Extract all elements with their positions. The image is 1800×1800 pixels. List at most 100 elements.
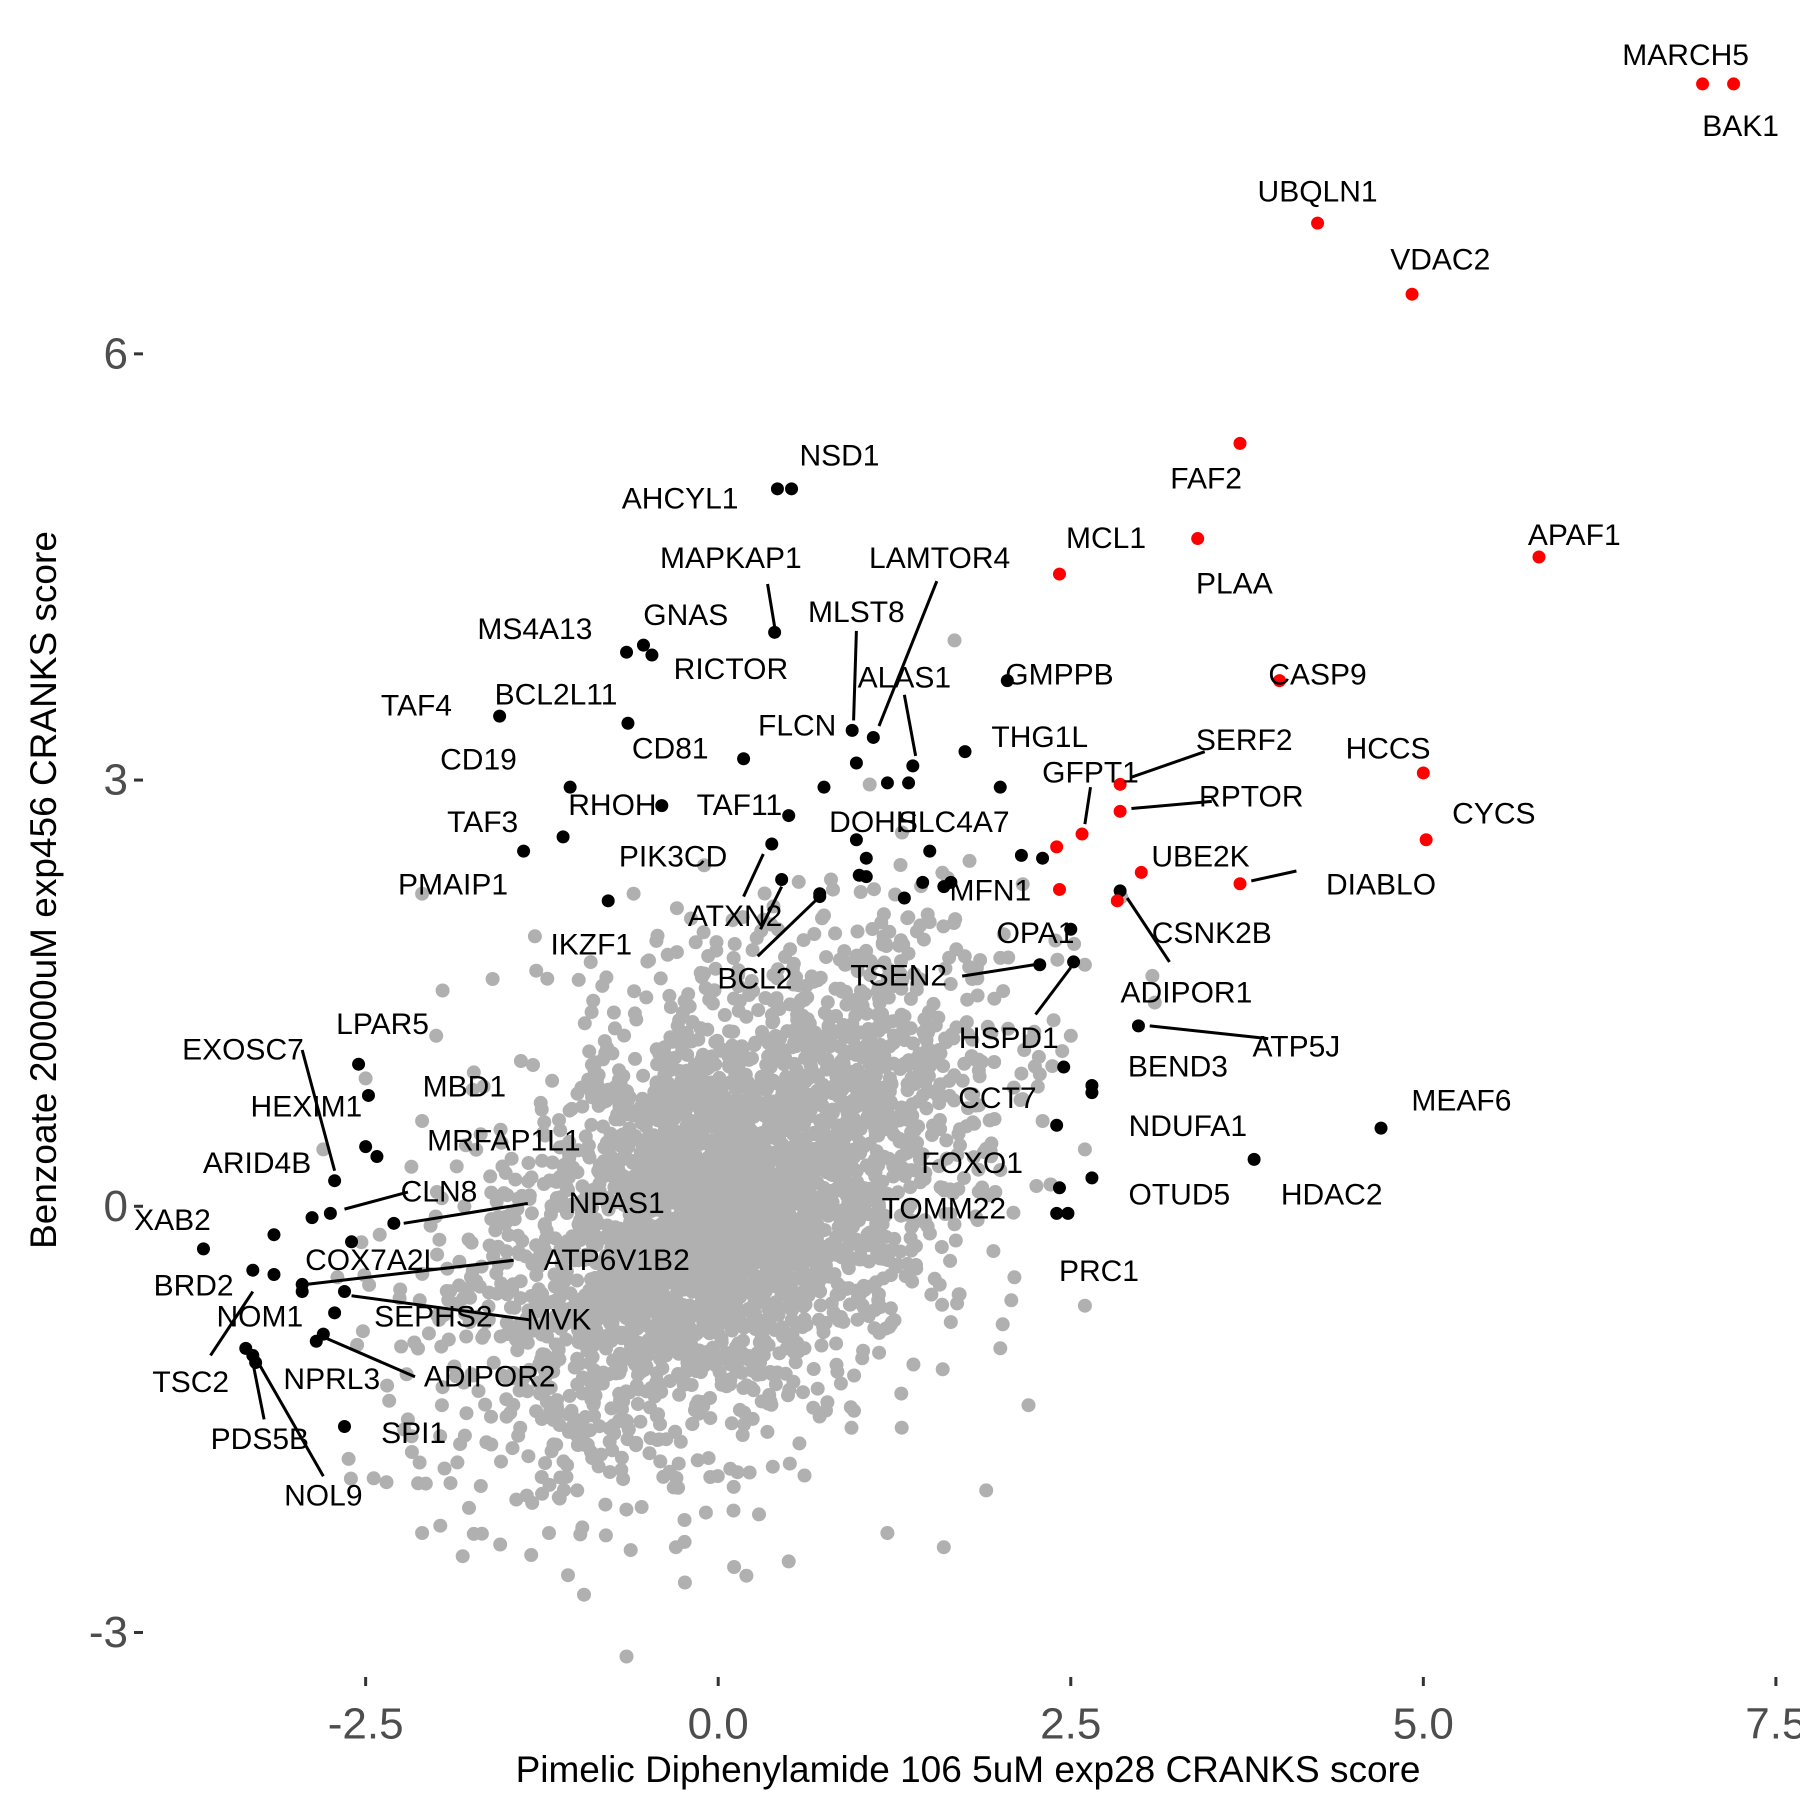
label-pds5b: PDS5B bbox=[211, 1423, 309, 1456]
background-point bbox=[829, 1336, 844, 1351]
background-point bbox=[797, 1312, 812, 1327]
background-point bbox=[972, 1069, 987, 1084]
background-point bbox=[1001, 1021, 1016, 1036]
black-point bbox=[1085, 1086, 1099, 1100]
background-point bbox=[763, 1365, 778, 1379]
background-point bbox=[443, 1476, 458, 1491]
background-point bbox=[936, 919, 951, 934]
label-spi1: SPI1 bbox=[381, 1417, 446, 1450]
background-point bbox=[706, 1279, 721, 1293]
background-point bbox=[670, 1265, 685, 1280]
background-point bbox=[984, 1025, 999, 1040]
background-point bbox=[518, 1331, 533, 1346]
background-point bbox=[575, 1520, 590, 1535]
background-point bbox=[882, 1071, 897, 1086]
background-point bbox=[898, 1269, 913, 1284]
leader-line-atp5j bbox=[1149, 1024, 1269, 1041]
background-point bbox=[691, 1032, 706, 1047]
background-point bbox=[473, 1479, 488, 1493]
background-point bbox=[895, 1208, 910, 1223]
point-dohh bbox=[849, 833, 863, 847]
x-axis-title: Pimelic Diphenylamide 106 5uM exp28 CRAN… bbox=[516, 1749, 1421, 1790]
background-point bbox=[737, 1180, 752, 1194]
background-point bbox=[499, 1409, 514, 1424]
point-lamtor4 bbox=[866, 730, 880, 744]
background-point bbox=[934, 1240, 949, 1254]
background-point bbox=[810, 1175, 825, 1190]
background-point bbox=[685, 1416, 700, 1431]
leader-line-tsen2 bbox=[961, 963, 1035, 978]
background-point bbox=[678, 1377, 693, 1392]
background-point bbox=[586, 993, 601, 1008]
background-point bbox=[496, 1186, 511, 1201]
background-point bbox=[478, 1397, 493, 1412]
background-point bbox=[372, 1227, 387, 1242]
background-point bbox=[959, 1015, 974, 1030]
background-point bbox=[629, 1293, 644, 1308]
background-point bbox=[542, 1526, 556, 1540]
background-point bbox=[629, 1322, 644, 1336]
background-point bbox=[783, 942, 798, 957]
background-point bbox=[435, 1380, 450, 1395]
background-point bbox=[894, 1386, 909, 1401]
leader-line-mvk bbox=[351, 1294, 531, 1322]
background-point bbox=[524, 1548, 539, 1562]
background-point bbox=[1077, 1142, 1092, 1157]
background-point bbox=[943, 1315, 958, 1330]
background-point bbox=[623, 1201, 638, 1216]
background-point bbox=[884, 1121, 898, 1136]
background-point bbox=[411, 1476, 426, 1491]
point-mvk bbox=[337, 1285, 351, 1299]
background-point bbox=[767, 1131, 782, 1146]
background-point bbox=[655, 1267, 670, 1282]
background-point bbox=[862, 777, 877, 792]
background-point bbox=[619, 1502, 634, 1517]
background-point bbox=[932, 1158, 947, 1173]
background-point bbox=[475, 1330, 490, 1345]
background-point bbox=[723, 1250, 738, 1265]
background-point bbox=[685, 1015, 700, 1029]
black-point bbox=[859, 870, 873, 884]
background-point bbox=[668, 1540, 683, 1555]
background-point bbox=[771, 1228, 786, 1243]
background-point bbox=[437, 1461, 452, 1476]
background-point bbox=[739, 1568, 754, 1583]
background-point bbox=[697, 858, 712, 873]
background-point bbox=[741, 1120, 756, 1135]
background-point bbox=[770, 1076, 785, 1091]
point-meaf6 bbox=[1374, 1121, 1388, 1135]
background-point bbox=[586, 1338, 601, 1353]
background-point bbox=[481, 1299, 496, 1314]
background-point bbox=[493, 1537, 508, 1552]
background-point bbox=[575, 1099, 590, 1114]
background-point bbox=[634, 1500, 649, 1514]
background-point bbox=[943, 977, 958, 991]
background-point bbox=[796, 1385, 810, 1400]
background-point bbox=[705, 1119, 720, 1134]
point-flcn bbox=[845, 723, 859, 737]
background-point bbox=[538, 1456, 553, 1471]
background-point bbox=[1023, 1033, 1038, 1048]
point-ahcyl1 bbox=[770, 482, 784, 496]
point-pmaip1 bbox=[517, 844, 531, 858]
leader-line-rptor bbox=[1131, 799, 1212, 810]
background-point bbox=[545, 1073, 560, 1088]
background-point bbox=[876, 907, 891, 922]
background-point bbox=[875, 937, 890, 952]
background-point bbox=[722, 1024, 737, 1039]
background-point bbox=[433, 1518, 448, 1533]
point-casp9 bbox=[1272, 674, 1286, 688]
background-point bbox=[696, 925, 711, 940]
background-point bbox=[769, 1304, 784, 1319]
background-point bbox=[524, 1206, 539, 1221]
background-point bbox=[718, 1315, 733, 1330]
background-point bbox=[529, 1404, 544, 1419]
background-point bbox=[658, 1324, 673, 1339]
background-point bbox=[783, 997, 797, 1012]
background-point bbox=[459, 1406, 474, 1421]
background-point bbox=[613, 1361, 628, 1376]
background-point bbox=[935, 1362, 950, 1377]
background-point bbox=[630, 1261, 645, 1276]
background-point bbox=[619, 1649, 634, 1664]
